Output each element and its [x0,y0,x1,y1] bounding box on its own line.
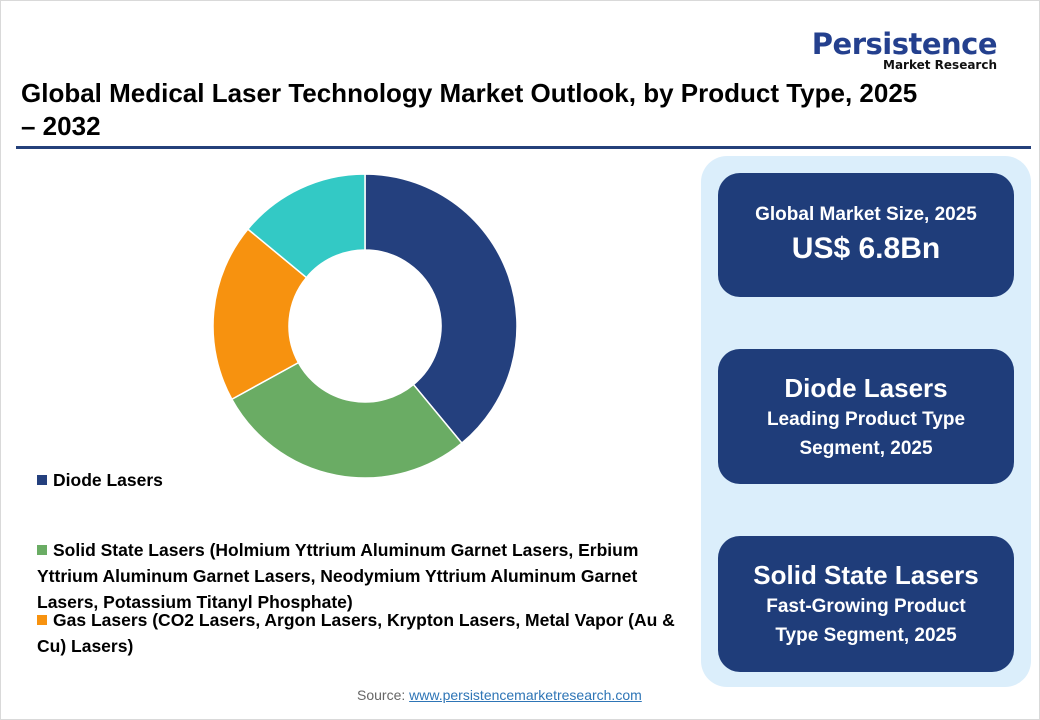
legend-item-diode: Diode Lasers [37,467,702,493]
market-size-value: US$ 6.8Bn [791,232,941,265]
legend-label: Gas Lasers (CO2 Lasers, Argon Lasers, Kr… [37,610,675,656]
market-size-label: Global Market Size, 2025 [755,204,977,225]
legend-item-gas: Gas Lasers (CO2 Lasers, Argon Lasers, Kr… [37,607,702,659]
source-link[interactable]: www.persistencemarketresearch.com [409,687,642,703]
legend-swatch [37,475,47,485]
legend-item-solid-state: Solid State Lasers (Holmium Yttrium Alum… [37,537,702,615]
legend-label: Diode Lasers [53,470,163,490]
fastest-segment-card: Solid State Lasers Fast-Growing Product … [718,536,1014,672]
logo-name: Persistence [811,27,998,61]
donut-slice-gas-lasers [212,228,308,401]
market-size-card: Global Market Size, 2025 US$ 6.8Bn [718,173,1014,297]
fastest-segment-name: Solid State Lasers [753,560,979,590]
page-title: Global Medical Laser Technology Market O… [21,78,918,141]
legend-label: Solid State Lasers (Holmium Yttrium Alum… [37,540,639,612]
legend-swatch [37,545,47,555]
logo-tagline: Market Research [883,58,997,72]
donut-slice-other [246,173,366,279]
leading-segment-card: Diode Lasers Leading Product Type Segmen… [718,349,1014,484]
logo: Persistence Market Research [811,27,998,72]
donut-chart [212,173,518,479]
legend-swatch [37,615,47,625]
fastest-segment-label: Fast-Growing Product Type Segment, 2025 [766,596,966,646]
donut-slice-solid-state-lasers [230,361,463,479]
leading-segment-name: Diode Lasers [784,372,948,403]
source-label: Source: [357,687,410,703]
source-note: Source: www.persistencemarketresearch.co… [357,687,642,703]
donut-slice-diode-lasers [364,173,518,445]
title-divider [16,146,1031,149]
leading-segment-label: Leading Product Type Segment, 2025 [766,408,966,459]
